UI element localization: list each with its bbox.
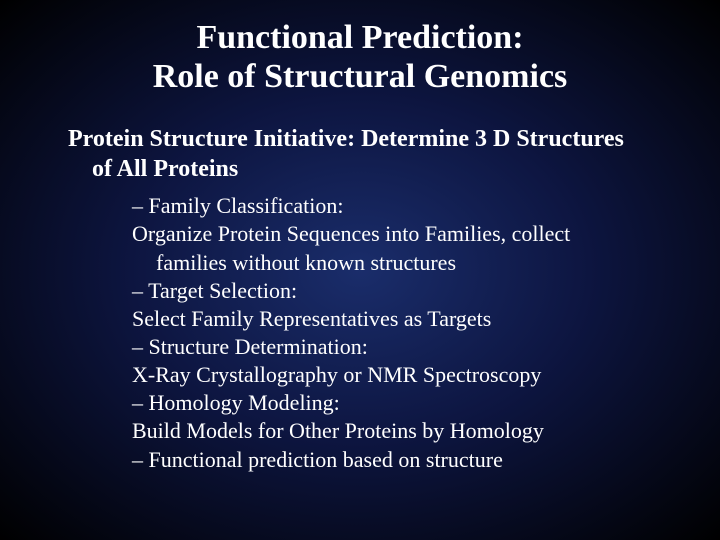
title-line-1: Functional Prediction: bbox=[40, 18, 680, 57]
subtitle-line-2: of All Proteins bbox=[92, 154, 680, 184]
body-line: Build Models for Other Proteins by Homol… bbox=[132, 417, 680, 445]
slide-title: Functional Prediction: Role of Structura… bbox=[40, 18, 680, 96]
title-line-2: Role of Structural Genomics bbox=[40, 57, 680, 96]
body-line: families without known structures bbox=[156, 249, 680, 277]
body-line: – Functional prediction based on structu… bbox=[132, 446, 680, 474]
body-line: X-Ray Crystallography or NMR Spectroscop… bbox=[132, 361, 680, 389]
body-line: Select Family Representatives as Targets bbox=[132, 305, 680, 333]
body-line: – Structure Determination: bbox=[132, 333, 680, 361]
body-line: – Homology Modeling: bbox=[132, 389, 680, 417]
body-line: Organize Protein Sequences into Families… bbox=[132, 220, 680, 248]
body-line: – Target Selection: bbox=[132, 277, 680, 305]
subtitle-line-1: Protein Structure Initiative: Determine … bbox=[68, 126, 624, 152]
slide: Functional Prediction: Role of Structura… bbox=[0, 0, 720, 540]
slide-body: – Family Classification: Organize Protei… bbox=[132, 192, 680, 474]
slide-subtitle: Protein Structure Initiative: Determine … bbox=[68, 124, 680, 184]
body-line: – Family Classification: bbox=[132, 192, 680, 220]
